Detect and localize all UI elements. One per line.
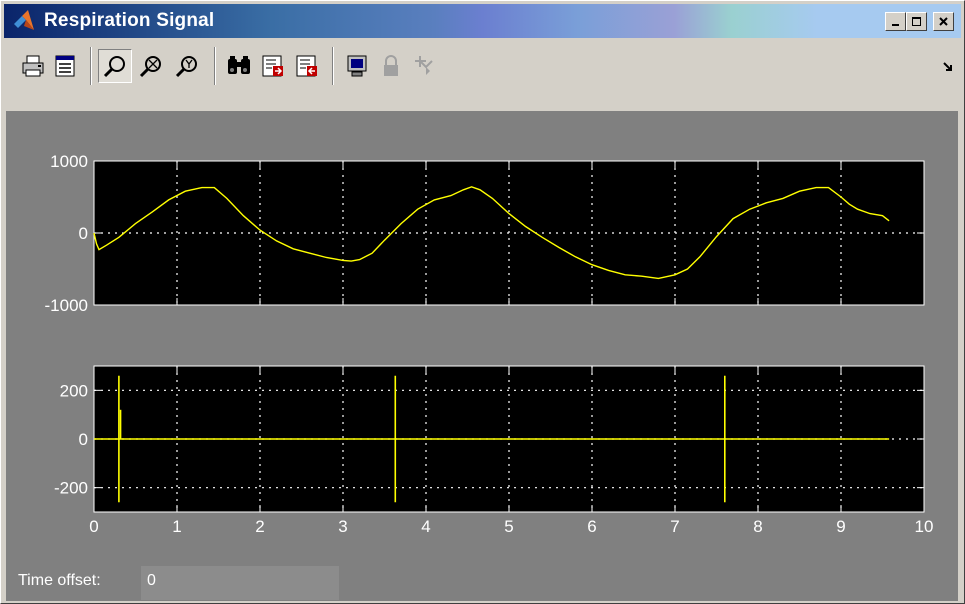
toolbar-separator <box>214 47 216 85</box>
toolbar-separator <box>90 47 92 85</box>
y-tick-label: -1000 <box>45 296 88 315</box>
status-bar: Time offset: 0 <box>6 566 958 600</box>
x-tick-label: 2 <box>255 517 264 536</box>
zoom-icon <box>103 56 125 78</box>
toolbar-dock-button[interactable] <box>938 57 958 77</box>
zoom-y-button[interactable] <box>170 49 204 83</box>
time-offset-value: 0 <box>147 572 156 589</box>
parameters-button[interactable] <box>48 49 82 83</box>
x-tick-label: 1 <box>172 517 181 536</box>
lock-axes-button[interactable] <box>374 49 408 83</box>
close-icon <box>939 17 948 26</box>
save-axes-icon <box>262 55 283 77</box>
toolbar <box>4 41 961 105</box>
y-tick-label: 0 <box>79 224 88 243</box>
scope-display: 1000 0 -1000 200 0 -200 0 1 2 3 4 5 6 7 8 9 10 <box>6 111 958 601</box>
top-axes[interactable]: 1000 0 -1000 <box>45 152 925 315</box>
matlab-logo-icon <box>14 10 34 30</box>
toolbar-separator <box>332 47 334 85</box>
restore-axes-icon <box>296 55 317 77</box>
x-tick-label: 3 <box>338 517 347 536</box>
floating-scope-button[interactable] <box>340 49 374 83</box>
x-tick-label: 9 <box>836 517 845 536</box>
window-title: Respiration Signal <box>44 10 215 31</box>
floating-scope-icon <box>347 55 367 77</box>
zoom-button[interactable] <box>98 49 132 83</box>
close-button[interactable] <box>933 12 954 31</box>
signal-line <box>93 186 890 280</box>
y-tick-label: 0 <box>79 430 88 449</box>
minimize-icon <box>892 24 899 26</box>
time-offset-field: 0 <box>141 566 339 600</box>
y-tick-label: -200 <box>54 479 88 498</box>
y-tick-label: 200 <box>60 381 88 400</box>
title-bar[interactable]: Respiration Signal <box>4 4 961 38</box>
print-button[interactable] <box>16 49 50 83</box>
save-axes-button[interactable] <box>256 49 290 83</box>
y-tick-label: 1000 <box>50 152 88 171</box>
restore-axes-button[interactable] <box>290 49 324 83</box>
maximize-icon <box>912 17 921 26</box>
time-offset-label: Time offset: <box>18 572 101 589</box>
x-tick-label: 0 <box>89 517 98 536</box>
zoom-x-button[interactable] <box>134 49 168 83</box>
x-tick-label: 7 <box>670 517 679 536</box>
lock-axes-icon <box>384 55 398 76</box>
zoom-x-icon <box>139 56 161 78</box>
minimize-button[interactable] <box>885 12 906 31</box>
x-tick-label: 6 <box>587 517 596 536</box>
signal-selector-button[interactable] <box>408 49 442 83</box>
x-tick-label: 8 <box>753 517 762 536</box>
dock-arrow-icon <box>943 62 952 71</box>
x-tick-label: 4 <box>421 517 430 536</box>
x-tick-label: 5 <box>504 517 513 536</box>
x-tick-label: 10 <box>915 517 934 536</box>
parameters-icon <box>55 55 75 77</box>
maximize-button[interactable] <box>906 12 927 31</box>
autoscale-button[interactable] <box>222 49 256 83</box>
autoscale-icon <box>228 56 250 74</box>
zoom-y-icon <box>175 56 197 78</box>
signal-selector-icon <box>415 56 433 75</box>
print-icon <box>22 55 44 77</box>
